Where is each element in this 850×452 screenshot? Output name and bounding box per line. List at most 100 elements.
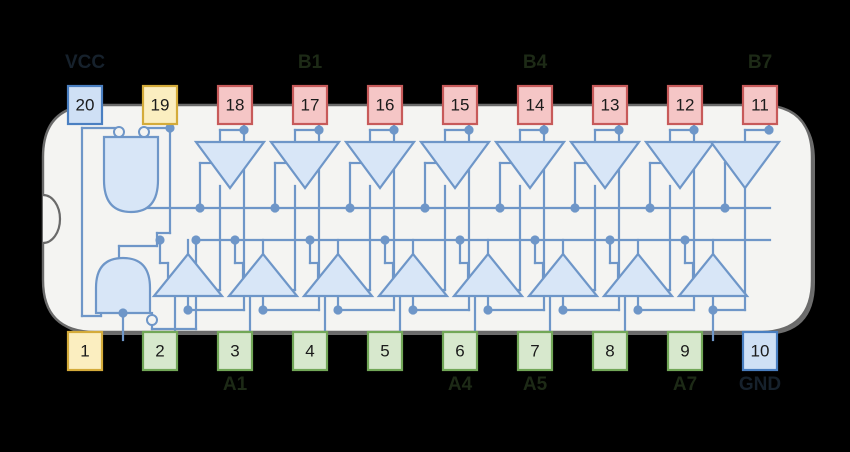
pin-box-14[interactable] — [516, 84, 554, 126]
pin-9[interactable]: 9 A7 — [666, 330, 704, 395]
and-gate-body — [94, 256, 152, 315]
pin-box-12[interactable] — [666, 84, 704, 126]
pin-6[interactable]: 6 A4 — [441, 330, 479, 395]
buffer-up-5 — [451, 252, 525, 298]
pin-box-7[interactable] — [516, 330, 554, 372]
pin-box-16[interactable] — [366, 84, 404, 126]
pin-signal-label-9: A7 — [673, 374, 697, 395]
pin-7[interactable]: 7 A5 — [516, 330, 554, 395]
buffer-up-4 — [376, 252, 450, 298]
junction-ch2-out — [258, 305, 268, 315]
pin-box-9[interactable] — [666, 330, 704, 372]
junction-ch1-out — [183, 305, 193, 315]
junction-ch4-upper-en — [420, 203, 430, 213]
pin-box-11[interactable] — [741, 84, 779, 126]
pin-2[interactable]: 2 — [141, 330, 179, 372]
junction-ch3-out — [333, 305, 343, 315]
junction-ch4-lower-en — [380, 235, 390, 245]
junction-ch8-b — [764, 125, 774, 135]
junction-ch7-b — [689, 125, 699, 135]
pin-20[interactable]: 20 VCC — [65, 52, 105, 126]
junction-ch4-b — [464, 125, 474, 135]
junction-ch3-lower-en — [305, 235, 315, 245]
junction-ch6-upper-en — [570, 203, 580, 213]
pin-11[interactable]: 11 B7 — [741, 52, 779, 126]
pin-box-3[interactable] — [216, 330, 254, 372]
and-gate-output-bubble — [146, 314, 158, 326]
pin-number-2: 2 — [155, 341, 164, 360]
buffer-down-4 — [418, 140, 492, 190]
bottom-pin-row: 1 2 3 A1 4 5 6 A4 7 A5 8 9 A7 10 GND — [66, 330, 781, 395]
pin-signal-label-17: B1 — [298, 52, 323, 73]
nor-gate-input-bubble-b — [138, 126, 150, 138]
pin-box-18[interactable] — [216, 84, 254, 126]
buffer-up-2 — [226, 252, 300, 298]
pin-number-18: 18 — [226, 95, 245, 114]
junction-ch3-upper-en — [345, 203, 355, 213]
junction-ch1-upper-en — [195, 203, 205, 213]
pin-19[interactable]: 19 — [141, 84, 179, 126]
pin-15[interactable]: 15 — [441, 84, 479, 126]
pin-box-8[interactable] — [591, 330, 629, 372]
pin-10[interactable]: 10 GND — [739, 330, 781, 395]
junction-ch6-out — [558, 305, 568, 315]
junction-ch5-upper-en — [495, 203, 505, 213]
chip-notch-icon — [42, 193, 62, 245]
pin-signal-label-6: A4 — [448, 374, 473, 395]
junction-ch6-b — [614, 125, 624, 135]
junction-ch7-out — [633, 305, 643, 315]
pin-box-15[interactable] — [441, 84, 479, 126]
pin-number-15: 15 — [451, 95, 470, 114]
junction-ch1-lower-en — [155, 235, 165, 245]
junction-pin1 — [118, 308, 128, 318]
pin-signal-label-10: GND — [739, 374, 781, 395]
junction-ch8-out — [708, 305, 718, 315]
pin-box-20[interactable] — [66, 84, 104, 126]
junction-ch3-b — [389, 125, 399, 135]
pin-box-1[interactable] — [66, 330, 104, 372]
pin-box-19[interactable] — [141, 84, 179, 126]
pin-number-10: 10 — [751, 341, 770, 360]
pin-number-13: 13 — [601, 95, 620, 114]
pin-box-6[interactable] — [441, 330, 479, 372]
pin-box-17[interactable] — [291, 84, 329, 126]
pin-13[interactable]: 13 — [591, 84, 629, 126]
pin-4[interactable]: 4 — [291, 330, 329, 372]
pin-box-2[interactable] — [141, 330, 179, 372]
junction-ch2-b — [314, 125, 324, 135]
pin-12[interactable]: 12 — [666, 84, 704, 126]
junction-ch2-lower-en — [230, 235, 240, 245]
pin-3[interactable]: 3 A1 — [216, 330, 254, 395]
pin-14[interactable]: 14 B4 — [516, 52, 554, 126]
logic-gates — [94, 126, 782, 326]
pin-18[interactable]: 18 — [216, 84, 254, 126]
buffer-down-7 — [643, 140, 717, 190]
pin-5[interactable]: 5 — [366, 330, 404, 372]
pin-number-6: 6 — [455, 341, 464, 360]
pin-number-5: 5 — [380, 341, 389, 360]
pin-box-4[interactable] — [291, 330, 329, 372]
pin-number-17: 17 — [301, 95, 320, 114]
pin-box-13[interactable] — [591, 84, 629, 126]
pin-number-3: 3 — [230, 341, 239, 360]
wire-junctions — [118, 123, 774, 318]
buffer-up-7 — [601, 252, 675, 298]
pin-number-7: 7 — [530, 341, 539, 360]
pin-16[interactable]: 16 — [366, 84, 404, 126]
pin-number-14: 14 — [526, 95, 545, 114]
junction-ch2-upper-en — [270, 203, 280, 213]
buffer-down-1 — [193, 140, 267, 190]
pin-8[interactable]: 8 — [591, 330, 629, 372]
pin-1[interactable]: 1 — [66, 330, 104, 372]
junction-ch8-lower-en — [680, 235, 690, 245]
junction-ch5-out — [483, 305, 493, 315]
buffer-up-3 — [301, 252, 375, 298]
pin-box-10[interactable] — [741, 330, 779, 372]
buffer-up-6 — [526, 252, 600, 298]
nor-gate-body — [102, 135, 160, 214]
pin-box-5[interactable] — [366, 330, 404, 372]
pin-signal-label-7: A5 — [523, 374, 548, 395]
pin-17[interactable]: 17 B1 — [291, 52, 329, 126]
